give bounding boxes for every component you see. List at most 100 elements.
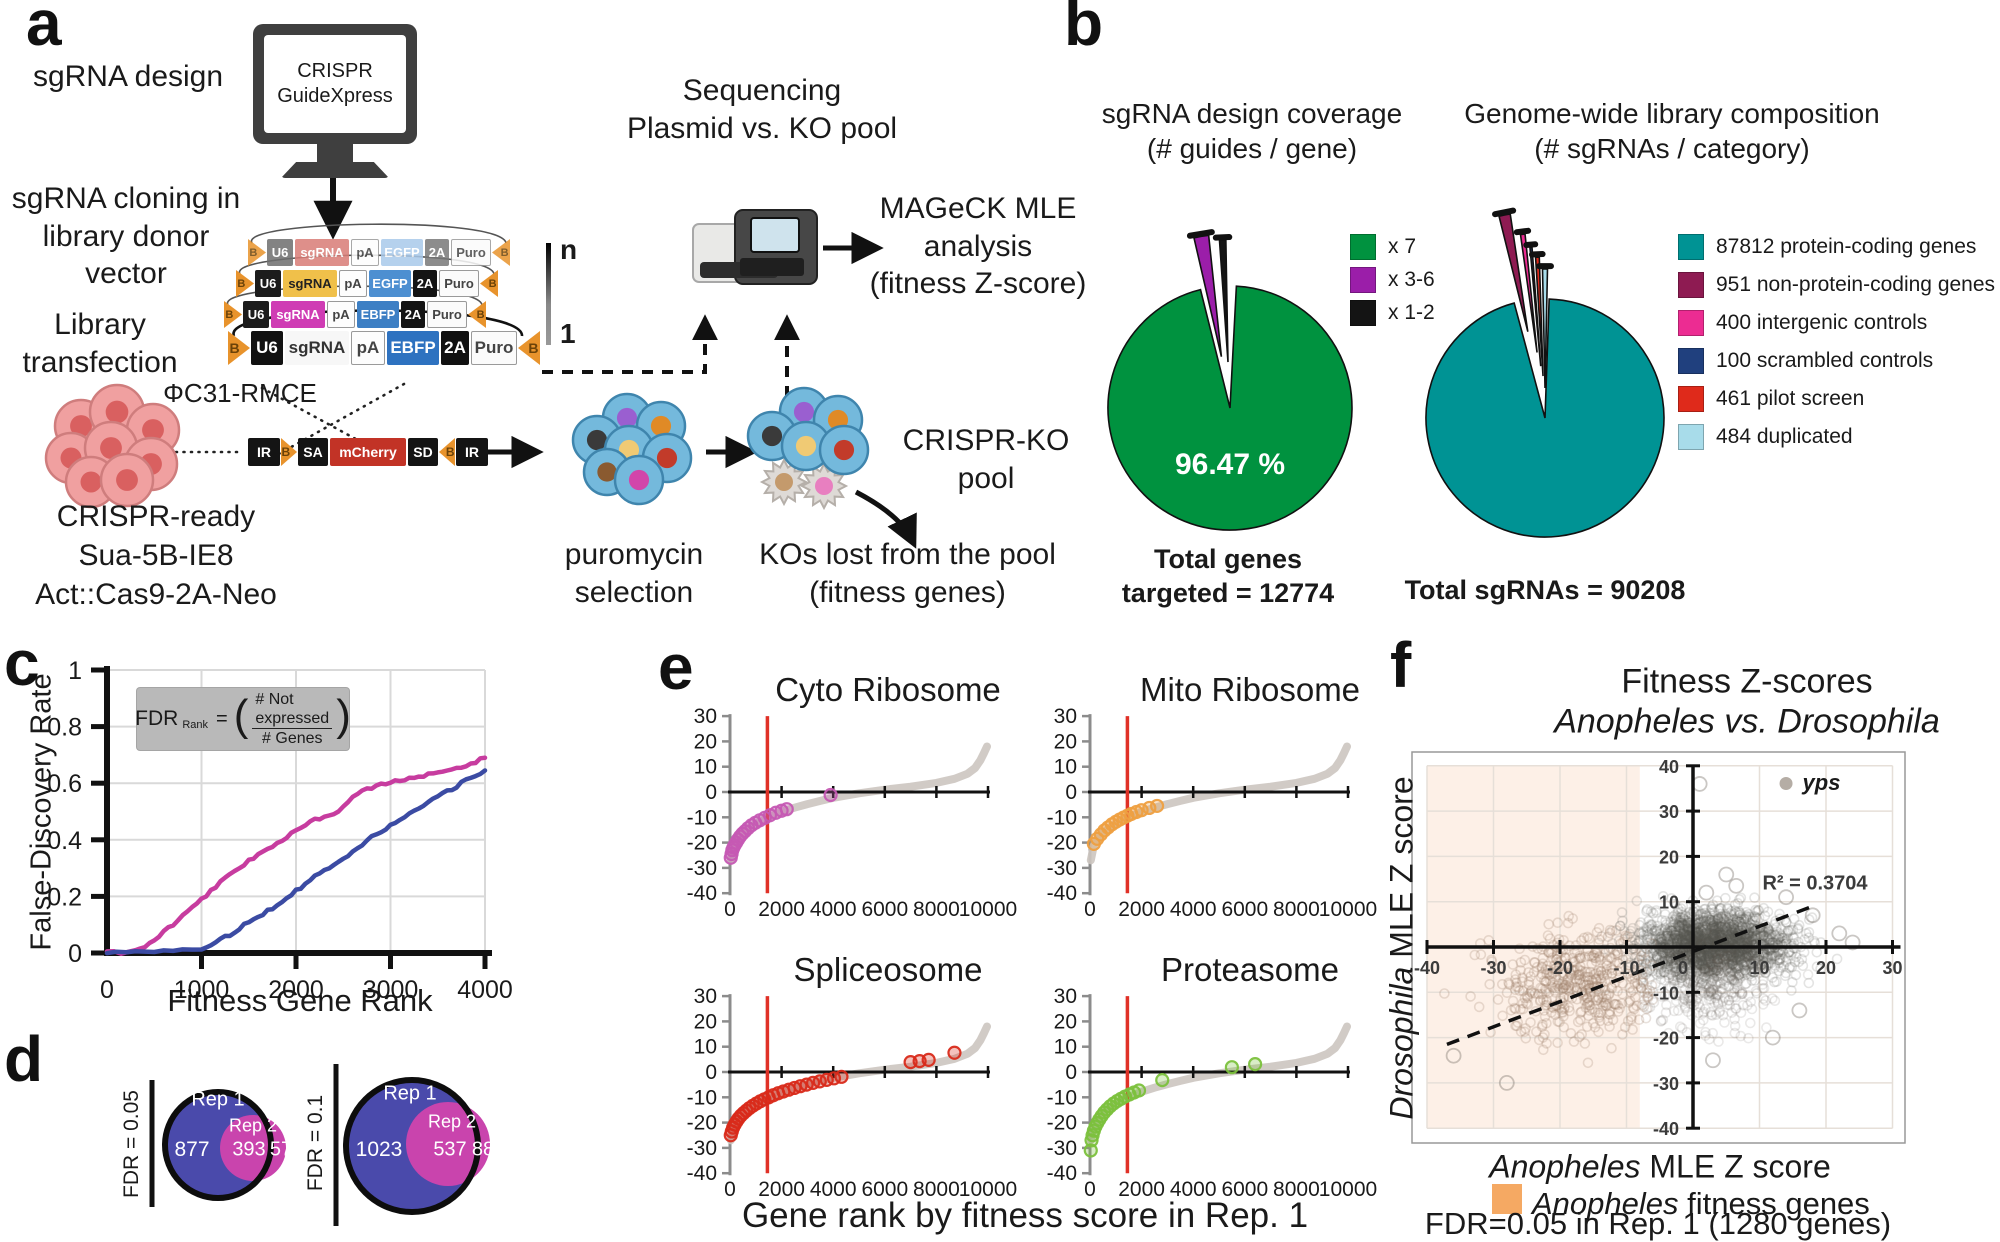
legend-swatch-icon (1678, 348, 1704, 374)
rank-x-tick: 0 (724, 1178, 736, 1201)
anopheles-fitness-swatch (1492, 1184, 1522, 1214)
formula-equals: = (216, 707, 228, 730)
attb-site-icon: B (480, 270, 498, 297)
formula-numerator: # Not expressed (252, 690, 333, 730)
pie1-total-label: Total genes targeted = 12774 (1121, 544, 1335, 608)
legend-swatch-icon (1350, 267, 1376, 293)
mageck-label: MAGeCK MLE analysis (fitness Z-score) (869, 192, 1087, 300)
legend-item: x 7 (1350, 234, 1435, 260)
legend-item: 951 non-protein-coding genes (1678, 272, 1995, 298)
puromycin-label: puromycin selection (564, 538, 704, 609)
legend-label: 87812 protein-coding genes (1716, 235, 1977, 258)
zscore-point-clouds (1439, 776, 1861, 1091)
formula-rparen: ) (336, 691, 351, 740)
zscore-x-tick: -10 (1613, 958, 1639, 978)
legend-swatch-icon (1678, 386, 1704, 412)
rank-x-tick: 0 (1084, 1178, 1096, 1201)
rank-x-tick: 4000 (1170, 1178, 1217, 1201)
formula-lparen: ( (233, 691, 249, 740)
fdr-y-tick: 1 (68, 657, 82, 685)
y-axis-label-rest: MLE Z score (1383, 776, 1420, 967)
pie2-title: Genome-wide library composition (# sgRNA… (1464, 98, 1880, 164)
rank-y-tick: -20 (687, 832, 717, 855)
legend-label: 100 scrambled controls (1716, 349, 1934, 372)
legend-label: 461 pilot screen (1716, 387, 1865, 410)
legend-label: x 1-2 (1388, 301, 1435, 324)
legend-label: 951 non-protein-coding genes (1716, 273, 1996, 296)
zscore-y-tick: 30 (1659, 802, 1679, 822)
replicate-venns (149, 1064, 490, 1226)
fdr-y-tick: 0.8 (47, 714, 82, 742)
fdr-x-axis-label: Fitness Gene Rank (167, 983, 433, 1018)
zscore-y-tick: -40 (1653, 1119, 1679, 1139)
rank-x-tick: 6000 (861, 1178, 908, 1201)
legend-item: 100 scrambled controls (1678, 348, 1995, 374)
zscore-title: Fitness Z-scores (1621, 662, 1873, 701)
venn2-rep1-count: 1023 (355, 1138, 403, 1161)
rank-x-tick: 10000 (959, 898, 1017, 921)
cyto-ribosome-title: Cyto Ribosome (775, 671, 1001, 708)
legend-item: 461 pilot screen (1678, 386, 1995, 412)
fdr-curve-magenta (104, 755, 488, 956)
zscore-x-tick: 0 (1678, 958, 1688, 978)
yps-gene-label: yps (1802, 770, 1841, 795)
construct-element-pa: pA (339, 270, 367, 297)
sgrna-coverage-pie (1107, 229, 1353, 531)
donor-vector-row-3: B U6 sgRNA pA EBFP 2A Puro B (224, 301, 486, 328)
rank-y-tick: -20 (1047, 832, 1077, 855)
zscore-y-tick: -30 (1653, 1074, 1679, 1094)
n-count-label: n (560, 234, 578, 265)
legend-swatch-icon (1350, 300, 1376, 326)
rank-x-tick: 10000 (1319, 898, 1377, 921)
construct-element-pa: pA (351, 239, 379, 266)
transfection-label: Library transfection (22, 308, 178, 379)
rank-y-tick: 10 (1054, 1036, 1077, 1059)
panel-e-label: e (658, 631, 694, 703)
venn2-rep2-label: Rep 2 (427, 1111, 477, 1132)
attb-letter: B (249, 246, 258, 259)
fdr-y-tick: 0.2 (47, 883, 82, 911)
construct-element-u6: U6 (267, 239, 293, 266)
zscore-x-tick: 30 (1882, 958, 1902, 978)
fdr-formula: FDR Rank = ( # Not expressed # Genes ) (135, 688, 351, 750)
rank-y-tick: 10 (694, 756, 717, 779)
pie1-center-percentage: 96.47 % (1174, 448, 1286, 481)
construct-element-puro: Puro (471, 331, 517, 365)
attb-site-icon: B (468, 301, 486, 328)
rank-x-tick: 2000 (758, 898, 805, 921)
computer-monitor: CRISPR GuideXpress (253, 24, 417, 144)
pie2-legend: 87812 protein-coding genes 951 non-protei… (1678, 234, 1995, 462)
fdr-rank-chart: 0 0.2 0.4 0.6 0.8 1 0 1000 2000 3000 4000 (47, 657, 513, 1004)
donor-vector-row-4: B U6 sgRNA pA EBFP 2A Puro B (228, 331, 540, 365)
attb-letter: B (500, 246, 509, 259)
monitor-text: CRISPR GuideXpress (277, 60, 393, 107)
donor-vector-row-2: B U6 sgRNA pA EGFP 2A Puro B (236, 270, 498, 297)
rank-y-tick: -40 (687, 1162, 717, 1185)
rank-y-tick: -30 (1047, 1137, 1077, 1160)
zscore-y-tick: 10 (1659, 893, 1679, 913)
crispr-ready-cells-icon (44, 383, 181, 509)
construct-element-2a: 2A (441, 331, 469, 365)
library-composition-pie (1425, 207, 1665, 538)
venn2-rep2-count: 88 (471, 1138, 495, 1161)
rank-y-tick: 0 (705, 1061, 717, 1084)
venn1-overlap-count: 393 (232, 1138, 266, 1161)
venn1-rep2-label: Rep 2 (228, 1115, 278, 1136)
construct-element-sgrna: sgRNA (283, 270, 337, 297)
legend-swatch-icon (1678, 310, 1704, 336)
anopheles-fitness-legend-line1: Anopheles fitness genes (1532, 1186, 1870, 1222)
rank-y-tick: -20 (1047, 1112, 1077, 1135)
zscore-scatter: -40 -30 -20 -10 0 10 20 30 40 30 20 10 -10 -20 -30 -40 (1411, 751, 1906, 1144)
attb-site-icon: B (518, 331, 540, 365)
zscore-y-tick: 40 (1659, 757, 1679, 777)
construct-element-ebfp: EBFP (387, 331, 439, 365)
construct-element-sd: SD (408, 438, 438, 466)
zscore-x-tick: 10 (1749, 958, 1769, 978)
yps-gene-legend: yps (1779, 770, 1841, 796)
attb-letter: B (528, 340, 539, 356)
rank-y-tick: -10 (1047, 806, 1077, 829)
rank-x-tick: 4000 (810, 1178, 857, 1201)
attb-site-icon: B (236, 270, 254, 297)
zscore-x-tick: -30 (1480, 958, 1506, 978)
